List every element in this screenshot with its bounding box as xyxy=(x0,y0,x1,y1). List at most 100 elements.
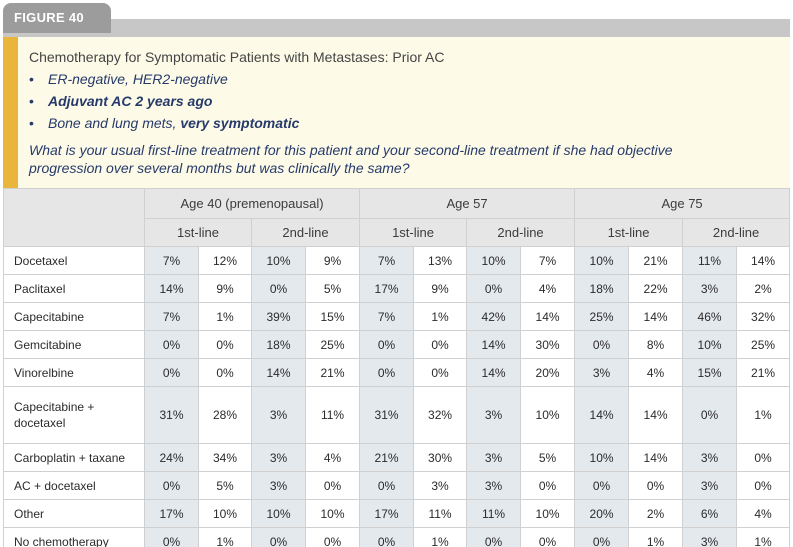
value-cell: 3% xyxy=(251,443,306,472)
value-cell: 32% xyxy=(413,386,468,444)
line-header: 1st-line xyxy=(144,218,252,247)
value-cell: 0% xyxy=(144,471,199,500)
value-cell: 10% xyxy=(251,499,306,528)
value-cell: 0% xyxy=(466,527,522,547)
value-cell: 3% xyxy=(682,274,738,303)
row-label: No chemotherapy xyxy=(3,527,145,547)
row-label: Docetaxel xyxy=(3,246,145,275)
figure-title: Chemotherapy for Symptomatic Patients wi… xyxy=(29,49,445,65)
value-cell: 11% xyxy=(304,386,361,444)
bullet-item: • Adjuvant AC 2 years ago xyxy=(29,93,213,109)
value-cell: 3% xyxy=(466,443,522,472)
value-cell: 0% xyxy=(359,330,415,359)
value-cell: 0% xyxy=(628,471,684,500)
value-cell: 11% xyxy=(466,499,522,528)
value-cell: 10% xyxy=(520,499,576,528)
line-header: 2nd-line xyxy=(682,218,791,247)
value-cell: 3% xyxy=(466,386,522,444)
value-cell: 20% xyxy=(520,358,576,387)
value-cell: 28% xyxy=(198,386,252,444)
value-cell: 10% xyxy=(466,246,522,275)
value-cell: 0% xyxy=(144,527,199,547)
value-cell: 6% xyxy=(682,499,738,528)
value-cell: 24% xyxy=(144,443,199,472)
row-label: Other xyxy=(3,499,145,528)
table-row: Capecitabine + docetaxel 31% 28% 3% 11% 31% 32%… xyxy=(3,386,791,444)
value-cell: 9% xyxy=(304,246,361,275)
value-cell: 9% xyxy=(198,274,252,303)
line-header: 1st-line xyxy=(574,218,684,247)
value-cell: 7% xyxy=(359,302,415,331)
value-cell: 0% xyxy=(413,330,468,359)
row-label: Capecitabine xyxy=(3,302,145,331)
value-cell: 3% xyxy=(466,471,522,500)
value-cell: 14% xyxy=(736,246,791,275)
value-cell: 10% xyxy=(198,499,252,528)
age-header: Age 75 xyxy=(574,188,791,219)
value-cell: 0% xyxy=(144,358,199,387)
value-cell: 13% xyxy=(413,246,468,275)
value-cell: 5% xyxy=(304,274,361,303)
value-cell: 11% xyxy=(682,246,738,275)
value-cell: 3% xyxy=(251,471,306,500)
value-cell: 14% xyxy=(628,302,684,331)
value-cell: 34% xyxy=(198,443,252,472)
value-cell: 4% xyxy=(304,443,361,472)
value-cell: 1% xyxy=(736,386,791,444)
value-cell: 15% xyxy=(682,358,738,387)
table-row: Carboplatin + taxane 24% 34% 3% 4% 21% 30% 3% 5%… xyxy=(3,443,791,472)
value-cell: 0% xyxy=(144,330,199,359)
value-cell: 0% xyxy=(304,471,361,500)
value-cell: 0% xyxy=(574,330,630,359)
value-cell: 25% xyxy=(304,330,361,359)
value-cell: 3% xyxy=(682,443,738,472)
value-cell: 14% xyxy=(520,302,576,331)
value-cell: 10% xyxy=(251,246,306,275)
value-cell: 0% xyxy=(251,527,306,547)
figure-label: FIGURE 40 xyxy=(3,3,111,33)
value-cell: 14% xyxy=(251,358,306,387)
row-label: Paclitaxel xyxy=(3,274,145,303)
value-cell: 0% xyxy=(413,358,468,387)
value-cell: 4% xyxy=(736,499,791,528)
value-cell: 25% xyxy=(736,330,791,359)
value-cell: 21% xyxy=(628,246,684,275)
value-cell: 14% xyxy=(466,358,522,387)
case-bullets: • ER-negative, HER2-negative • Adjuvant AC… xyxy=(29,71,299,137)
value-cell: 11% xyxy=(413,499,468,528)
value-cell: 1% xyxy=(413,302,468,331)
table-row: Capecitabine 7% 1% 39% 15% 7% 1% 42% 14% 25% 14% 46… xyxy=(3,302,791,331)
value-cell: 0% xyxy=(682,386,738,444)
table-row: Docetaxel 7% 12% 10% 9% 7% 13% 10% 7% 10% 21% 11% 14… xyxy=(3,246,791,275)
results-table: Age 40 (premenopausal) Age 57 Age 75 1st… xyxy=(3,188,791,547)
value-cell: 14% xyxy=(466,330,522,359)
value-cell: 17% xyxy=(359,274,415,303)
table-row: No chemotherapy 0% 1% 0% 0% 0% 1% 0% 0% 0% 1% 3% 1% xyxy=(3,527,791,547)
table-row: Paclitaxel 14% 9% 0% 5% 17% 9% 0% 4% 18% 22% 3% 2% xyxy=(3,274,791,303)
value-cell: 14% xyxy=(144,274,199,303)
line-header: 2nd-line xyxy=(250,218,361,247)
value-cell: 1% xyxy=(736,527,791,547)
table-row: Vinorelbine 0% 0% 14% 21% 0% 0% 14% 20% 3% 4% 15% 21… xyxy=(3,358,791,387)
value-cell: 12% xyxy=(198,246,252,275)
row-label: Gemcitabine xyxy=(3,330,145,359)
value-cell: 21% xyxy=(736,358,791,387)
value-cell: 30% xyxy=(413,443,468,472)
value-cell: 42% xyxy=(466,302,522,331)
value-cell: 7% xyxy=(520,246,576,275)
value-cell: 1% xyxy=(628,527,684,547)
value-cell: 14% xyxy=(628,386,684,444)
bullet-item: • Bone and lung mets, very symptomatic xyxy=(29,115,300,131)
row-label: Capecitabine + docetaxel xyxy=(3,386,145,444)
value-cell: 14% xyxy=(574,386,630,444)
value-cell: 3% xyxy=(574,358,630,387)
table-row: AC + docetaxel 0% 5% 3% 0% 0% 3% 3% 0% 0% 0% 3% 0% xyxy=(3,471,791,500)
value-cell: 22% xyxy=(628,274,684,303)
age-header: Age 57 xyxy=(359,188,576,219)
table-body: Docetaxel 7% 12% 10% 9% 7% 13% 10% 7% 10% 21% 11% 14… xyxy=(3,246,791,547)
value-cell: 0% xyxy=(359,358,415,387)
value-cell: 0% xyxy=(574,527,630,547)
bullet-item: • ER-negative, HER2-negative xyxy=(29,71,228,87)
figure-header-bar xyxy=(3,19,790,37)
value-cell: 10% xyxy=(520,386,576,444)
